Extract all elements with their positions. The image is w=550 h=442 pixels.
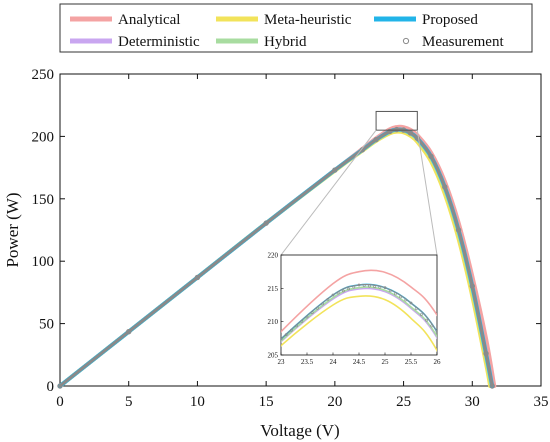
inset-y-tick-label-215: 215 [268, 285, 279, 293]
inset-measurement-point [295, 324, 299, 328]
legend-label-proposed: Proposed [422, 12, 478, 28]
inset-measurement-point [310, 311, 314, 315]
inset-measurement-point [315, 306, 319, 310]
inset-measurement-point [409, 301, 413, 305]
x-tick-label-15: 15 [259, 394, 274, 410]
inset: 23 23.5 24 24.5 25 25.5 26 205 210 215 220 [268, 252, 442, 367]
inset-measurement-point [347, 287, 351, 291]
inset-measurement-point [378, 285, 382, 289]
inset-x-tick-label-24: 24 [330, 358, 338, 366]
legend-swatch-measurement [402, 37, 410, 45]
measurement-point [57, 383, 63, 389]
legend-label-meta-heuristic: Meta-heuristic [264, 12, 352, 28]
zoom-box [375, 110, 418, 131]
measurement-point [455, 227, 462, 233]
measurement-point [126, 329, 132, 335]
legend-label-measurement: Measurement [422, 34, 504, 50]
inset-measurement-point [419, 313, 423, 316]
measurement-point [194, 274, 201, 281]
inset-measurement-point [362, 284, 366, 287]
measurement-point [483, 350, 489, 357]
x-tick-label-0: 0 [56, 394, 64, 410]
measurement-point [387, 128, 393, 135]
legend-label-hybrid: Hybrid [264, 34, 307, 50]
inset-measurement-point [300, 319, 304, 323]
x-tick-label-35: 35 [534, 394, 549, 410]
inset-measurement-point [352, 285, 356, 289]
inset-measurement-point [430, 324, 434, 328]
y-tick-label-250: 250 [32, 67, 55, 83]
y-tick-label-50: 50 [39, 317, 54, 333]
measurement-point [469, 283, 475, 289]
inset-measurement-point [321, 302, 325, 306]
inset-x-tick-label-24-5: 24.5 [353, 358, 366, 366]
zoom-connector-right [416, 130, 438, 256]
plot-frame [59, 73, 542, 387]
x-tick-label-25: 25 [396, 394, 411, 410]
y-tick-label-100: 100 [32, 254, 55, 270]
measurement-point [394, 126, 400, 133]
measurement-point [428, 153, 434, 160]
inset-measurement-point [388, 289, 392, 293]
inset-x-tick-label-25: 25 [382, 358, 390, 366]
y-tick-label-200: 200 [32, 129, 55, 145]
measurement-markers [57, 126, 495, 389]
inset-line-meta-heuristic [281, 295, 437, 352]
inset-measurement-point [425, 318, 429, 322]
measurement-point [414, 135, 421, 141]
inset-measurement-point [281, 337, 283, 341]
inset-x-tick-label-26: 26 [434, 358, 442, 366]
inset-x-axis: 23 23.5 24 24.5 25 25.5 26 [278, 352, 442, 366]
series-line-measurement [58, 127, 494, 388]
inset-measurement-point [399, 295, 403, 299]
x-tick-label-5: 5 [125, 394, 133, 410]
legend-label-deterministic: Deterministic [118, 34, 200, 50]
inset-measurement-point [435, 330, 437, 334]
inset-measurement-point [404, 298, 408, 302]
inset-y-tick-label-205: 205 [268, 352, 279, 360]
inset-measurement-point [331, 293, 335, 297]
zoom-connector-left [280, 129, 377, 256]
measurement-point [442, 184, 448, 190]
inset-x-tick-label-25-5: 25.5 [405, 358, 418, 366]
inset-measurement-point [414, 307, 418, 311]
inset-measurement-markers [281, 283, 437, 341]
x-tick-label-20: 20 [327, 394, 342, 410]
inset-measurement-point [383, 286, 387, 290]
inset-measurement-point [367, 284, 371, 288]
inset-measurement-point [289, 328, 293, 332]
legend-label-analytical: Analytical [118, 12, 180, 28]
x-axis-title: Voltage (V) [260, 421, 339, 440]
y-axis-title: Power (W) [3, 192, 22, 267]
inset-measurement-point [341, 289, 345, 293]
inset-measurement-point [326, 297, 330, 301]
legend: Analytical Meta-heuristic Proposed Deter… [59, 3, 533, 53]
x-tick-label-30: 30 [465, 394, 480, 410]
inset-y-tick-label-210: 210 [268, 318, 279, 326]
measurement-point [489, 383, 495, 389]
inset-x-tick-label-23: 23 [278, 358, 286, 366]
inset-x-tick-label-23-5: 23.5 [301, 358, 314, 366]
legend-frame [59, 3, 533, 53]
inset-measurement-point [373, 285, 377, 289]
inset-measurement-point [357, 283, 361, 287]
y-tick-label-0: 0 [47, 379, 55, 395]
measurement-point [373, 136, 379, 143]
inset-measurement-point [284, 333, 288, 337]
inset-measurement-point [336, 291, 340, 295]
inset-measurement-point [393, 292, 397, 296]
inset-line-measurement [281, 283, 437, 340]
measurement-point [263, 220, 269, 226]
inset-y-tick-label-220: 220 [268, 252, 279, 260]
inset-line-analytical [281, 269, 437, 333]
y-tick-label-150: 150 [32, 192, 55, 208]
measurement-point [407, 130, 414, 136]
x-tick-label-10: 10 [190, 394, 205, 410]
inset-measurement-point [305, 315, 309, 319]
measurement-point [332, 167, 338, 173]
inset-y-axis: 205 210 215 220 [268, 252, 284, 360]
